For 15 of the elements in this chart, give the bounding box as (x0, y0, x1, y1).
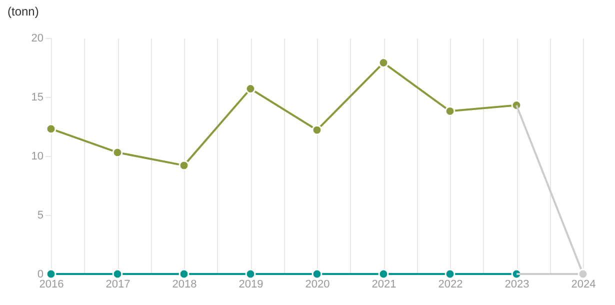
y-tick-label: 0 (37, 268, 44, 280)
y-tick-label: 15 (31, 92, 44, 104)
x-tick-label: 2021 (372, 278, 396, 290)
x-tick-label: 2016 (39, 278, 64, 290)
y-tick-label: 5 (37, 210, 44, 222)
y-tick-label: 20 (31, 32, 44, 44)
x-tick-label: 2024 (571, 278, 596, 290)
x-tick-label: 2018 (172, 278, 197, 290)
x-tick-label: 2023 (504, 278, 530, 290)
y-tick-label: 10 (31, 150, 44, 162)
x-tick-label: 2017 (106, 278, 130, 290)
x-tick-label: 2020 (305, 278, 330, 290)
x-tick-label: 2022 (438, 278, 463, 290)
y-axis-title: (tonn) (8, 4, 39, 18)
x-tick-label: 2019 (238, 278, 264, 290)
